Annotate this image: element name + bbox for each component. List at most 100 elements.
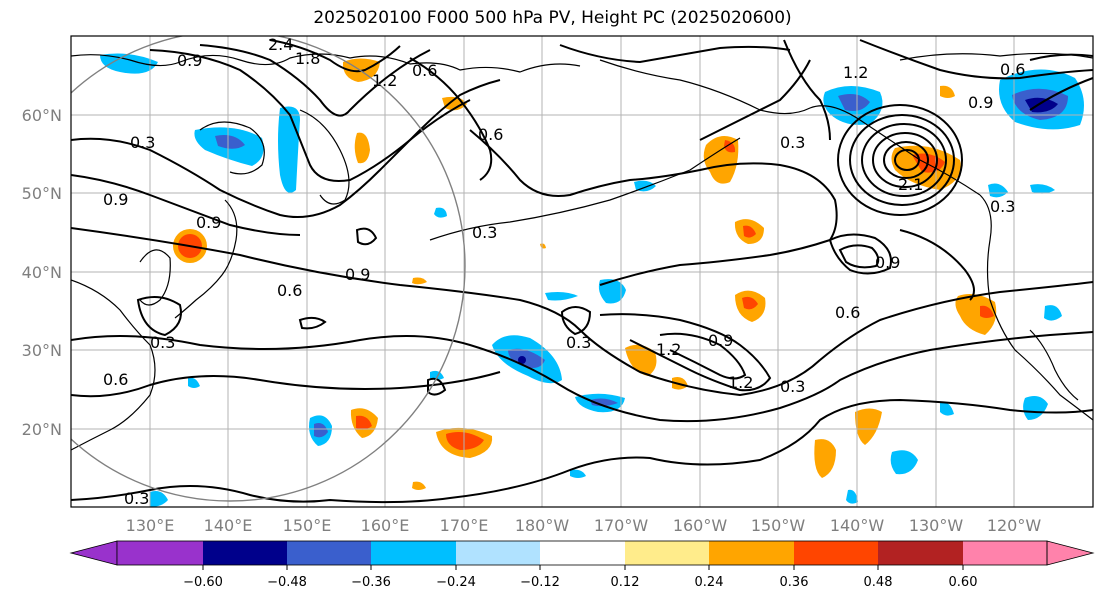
pv-positive-patch <box>625 344 657 376</box>
pv-positive-patch <box>940 85 955 98</box>
pv-positive-patch <box>412 277 427 285</box>
longitude-label: 170°W <box>594 516 649 535</box>
pv-negative-patch <box>890 450 918 475</box>
colorbar-segment <box>117 541 203 565</box>
longitude-label: 160°E <box>361 516 410 535</box>
contour-line <box>659 332 747 380</box>
baja-coastline <box>1029 329 1079 401</box>
colorbar-tick-label: −0.12 <box>520 575 560 590</box>
colorbar: −0.60 −0.48 −0.36 −0.24 −0.12 0.12 0.24 … <box>69 540 1095 590</box>
pv-negative-patch <box>1023 396 1048 420</box>
contour-line <box>355 227 378 246</box>
korea-coastline <box>139 249 171 306</box>
contour-line <box>71 79 501 218</box>
contour-label: 0.6 <box>412 61 437 80</box>
latitude-labels: 60°N 50°N 40°N 30°N 20°N <box>22 106 62 439</box>
contour-label: 0.6 <box>478 125 503 144</box>
contour-line <box>699 59 811 141</box>
contour-line <box>859 39 1093 80</box>
colorbar-segment <box>287 541 371 565</box>
contour-line <box>409 57 493 181</box>
contour-label: 0.3 <box>130 133 155 152</box>
contour-label: 2.1 <box>898 175 923 194</box>
pv-positive-patch <box>412 481 426 490</box>
contour-label: 2.4 <box>268 35 293 54</box>
colorbar-tick-label: 0.36 <box>780 575 809 590</box>
pv-negative-patch <box>634 180 656 192</box>
contour-line <box>599 313 772 392</box>
contour-label: 1.8 <box>295 49 320 68</box>
contour-line <box>71 174 301 236</box>
longitude-label: 130°E <box>126 516 175 535</box>
pv-positive-patch <box>354 132 370 164</box>
pv-positive-patch <box>724 140 736 153</box>
map-title: 2025020100 F000 500 hPa PV, Height PC (2… <box>313 8 792 28</box>
contour-label: 0.9 <box>103 190 128 209</box>
colorbar-segment <box>794 541 878 565</box>
colorbar-segment <box>203 541 287 565</box>
contour-label: 0.9 <box>708 331 733 350</box>
contour-label: 0.9 <box>968 93 993 112</box>
colorbar-segment <box>456 541 540 565</box>
longitude-label: 150°W <box>751 516 806 535</box>
contour-line <box>883 141 929 179</box>
colorbar-tick-label: −0.36 <box>351 575 391 590</box>
contour-label: 0.3 <box>124 489 149 508</box>
pv-negative-patch <box>940 401 954 416</box>
contour-line <box>298 316 327 330</box>
pv-positive-patch <box>446 432 484 450</box>
contour-line <box>838 244 880 269</box>
pv-negative-patch <box>598 279 626 304</box>
pv-positive-patch <box>980 305 994 318</box>
pv-negative-patch <box>434 207 447 218</box>
pv-negative-patch <box>100 53 158 74</box>
okhotsk-coastline <box>199 121 265 175</box>
contour-label: 1.2 <box>728 373 753 392</box>
pv-positive-patch <box>955 294 997 335</box>
latitude-label: 20°N <box>22 420 62 439</box>
colorbar-segment <box>878 541 963 565</box>
contour-line <box>427 377 447 396</box>
contour-label: 0.3 <box>780 377 805 396</box>
colorbar-tick-label: 0.60 <box>949 575 978 590</box>
kamchatka-coastline <box>299 109 350 205</box>
contour-label: 0.9 <box>345 265 370 284</box>
map-frame <box>70 35 1094 508</box>
colorbar-ticks <box>202 565 964 570</box>
colorbar-tick-label: 0.48 <box>864 575 893 590</box>
pv-negative-patch <box>846 489 858 504</box>
contour-line <box>783 39 831 141</box>
pv-positive-patch <box>814 439 836 478</box>
colorbar-segment <box>963 541 1047 565</box>
pv-negative-patch <box>430 370 444 380</box>
pv-positive-patch <box>743 225 756 238</box>
pv-positive-patch <box>356 415 372 430</box>
longitude-label: 130°W <box>909 516 964 535</box>
pv-negative-patch <box>215 135 245 149</box>
colorbar-segment <box>540 541 625 565</box>
contour-label: 1.2 <box>656 340 681 359</box>
pv-negative-patch <box>988 183 1008 198</box>
colorbar-frame <box>116 540 1048 566</box>
contour-line <box>560 306 592 336</box>
latitude-label: 30°N <box>22 341 62 360</box>
contour-line <box>828 233 892 275</box>
colorbar-tick-label: −0.48 <box>267 575 307 590</box>
longitude-label: 140°W <box>830 516 885 535</box>
pv-negative-patch <box>838 94 870 111</box>
longitude-labels: 130°E 140°E 150°E 160°E 170°E 180°W 170°… <box>126 516 1042 535</box>
colorbar-segment <box>625 541 709 565</box>
colorbar-tick-label: 0.12 <box>611 575 640 590</box>
colorbar-segment <box>709 541 794 565</box>
contour-label: 1.2 <box>372 71 397 90</box>
aleutians-coastline <box>429 137 741 241</box>
asia-coastline <box>71 53 581 73</box>
contour-line <box>837 104 963 216</box>
pv-positive-patch <box>855 408 882 445</box>
contour-line <box>136 295 182 337</box>
pv-negative-patch <box>570 469 586 478</box>
contour-label: 0.6 <box>1000 60 1025 79</box>
colorbar-tick-label: 0.24 <box>695 575 724 590</box>
contour-label: 0.3 <box>566 333 591 352</box>
contour-line <box>71 398 1093 504</box>
